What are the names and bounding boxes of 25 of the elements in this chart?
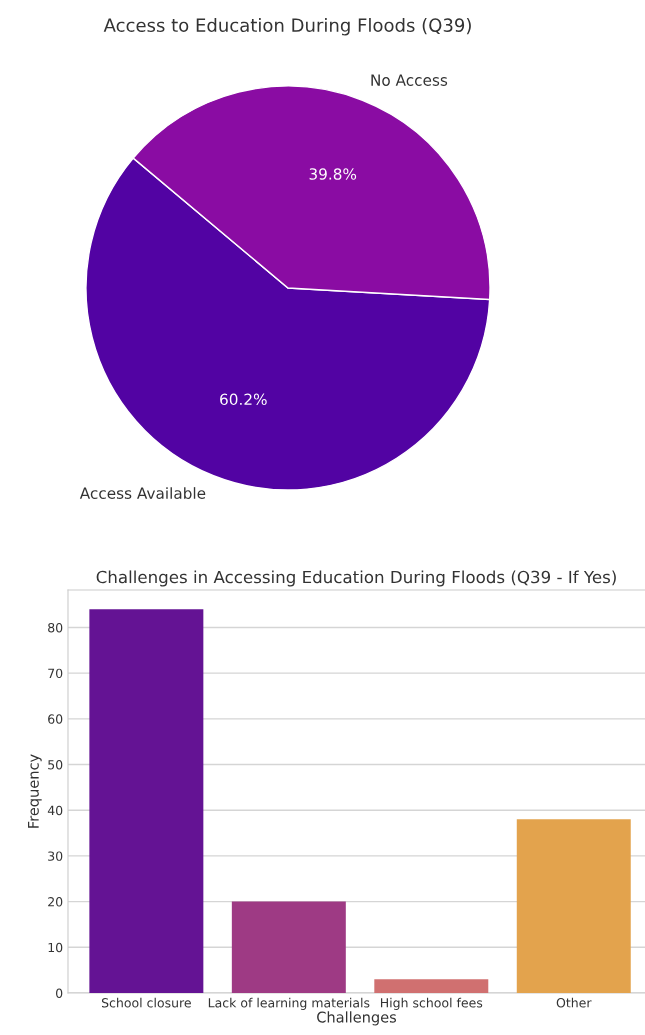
y-tick-label: 30 [48,851,63,861]
x-tick-label: Other [556,997,592,1008]
x-tick-label: School closure [101,997,191,1008]
data-label: 60.2% [220,393,267,406]
slice-label: Access Available [79,487,206,499]
y-tick-label: 0 [56,988,63,998]
slice-label: No Access [371,74,448,86]
chart-title: Access to Education During Floods (Q39) [103,18,471,36]
bar [374,979,489,993]
y-axis-title: Frequency [28,754,42,828]
data-label: 39.8% [309,168,357,180]
x-axis-title: Challenges [317,1011,397,1026]
y-tick-label: 80 [48,622,63,633]
chart-title: Challenges in Accessing Education During Floods (Q39 - If Yes) [96,570,616,587]
bar [516,819,631,993]
y-tick-label: 10 [48,942,63,953]
bar [231,901,346,993]
y-tick-label: 70 [48,668,63,679]
y-tick-label: 40 [47,805,63,816]
y-tick-label: 50 [48,760,63,770]
y-tick-label: 60 [48,714,63,724]
x-tick-label: Lack of learning materials [208,997,370,1010]
bar [89,609,204,993]
x-tick-label: High school fees [381,997,483,1010]
y-tick-label: 20 [48,897,63,907]
